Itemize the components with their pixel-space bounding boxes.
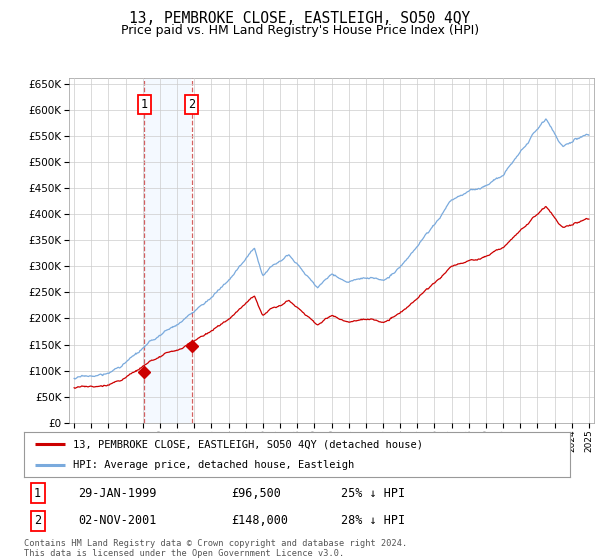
Text: 29-JAN-1999: 29-JAN-1999 bbox=[79, 487, 157, 500]
Bar bbox=[144, 78, 191, 423]
Text: £96,500: £96,500 bbox=[232, 487, 281, 500]
Text: 13, PEMBROKE CLOSE, EASTLEIGH, SO50 4QY (detached house): 13, PEMBROKE CLOSE, EASTLEIGH, SO50 4QY … bbox=[73, 440, 423, 450]
Text: HPI: Average price, detached house, Eastleigh: HPI: Average price, detached house, East… bbox=[73, 460, 355, 470]
Text: 2: 2 bbox=[188, 98, 195, 111]
Text: Price paid vs. HM Land Registry's House Price Index (HPI): Price paid vs. HM Land Registry's House … bbox=[121, 24, 479, 36]
Text: 1: 1 bbox=[34, 487, 41, 500]
Text: 02-NOV-2001: 02-NOV-2001 bbox=[79, 515, 157, 528]
Text: £148,000: £148,000 bbox=[232, 515, 289, 528]
Text: 1: 1 bbox=[140, 98, 148, 111]
Text: 2: 2 bbox=[34, 515, 41, 528]
Text: 28% ↓ HPI: 28% ↓ HPI bbox=[341, 515, 405, 528]
Text: 25% ↓ HPI: 25% ↓ HPI bbox=[341, 487, 405, 500]
Text: 13, PEMBROKE CLOSE, EASTLEIGH, SO50 4QY: 13, PEMBROKE CLOSE, EASTLEIGH, SO50 4QY bbox=[130, 11, 470, 26]
Text: Contains HM Land Registry data © Crown copyright and database right 2024.
This d: Contains HM Land Registry data © Crown c… bbox=[24, 539, 407, 558]
